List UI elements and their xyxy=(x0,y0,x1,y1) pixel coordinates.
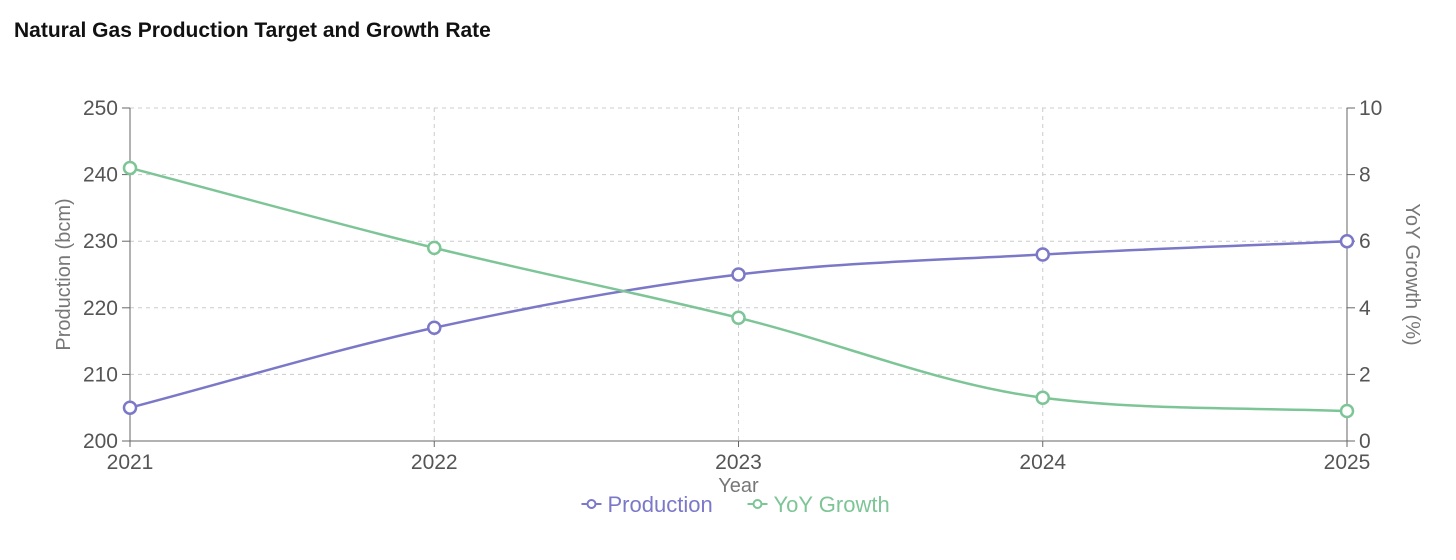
x-axis-title: Year xyxy=(718,475,759,497)
grid-lines xyxy=(130,107,1347,441)
data-point-production[interactable] xyxy=(731,267,746,282)
y-tick-label-right: 2 xyxy=(1359,363,1371,386)
legend: Production YoY Growth xyxy=(581,492,890,517)
y-tick-label-left: 250 xyxy=(83,97,118,120)
y-axis-title-right: YoY Growth (%) xyxy=(1401,203,1423,345)
x-tick-label: 2025 xyxy=(1324,451,1371,474)
data-point-yoy-growth[interactable] xyxy=(122,160,138,176)
y-axis-title-left: Production (bcm) xyxy=(53,198,75,350)
y-tick-label-left: 210 xyxy=(83,363,118,386)
data-point-production[interactable] xyxy=(122,400,138,415)
y-tick-label-right: 0 xyxy=(1359,430,1371,453)
y-tick-label-right: 6 xyxy=(1359,230,1371,253)
data-point-production[interactable] xyxy=(427,320,442,336)
chart-title: Natural Gas Production Target and Growth… xyxy=(14,19,491,42)
y-tick-label-right: 10 xyxy=(1359,97,1382,120)
data-point-production[interactable] xyxy=(1339,233,1355,249)
y-tick-label-right: 8 xyxy=(1359,164,1371,187)
legend-swatch-marker-production xyxy=(586,499,597,509)
legend-label-yoy-growth[interactable]: YoY Growth xyxy=(774,492,890,517)
data-point-production[interactable] xyxy=(1035,247,1050,262)
legend-label-production[interactable]: Production xyxy=(608,492,713,517)
tick-labels: 200 0 210 2 220 4 230 6 240 8 250 10 2021 2022 2023 202… xyxy=(83,97,1382,474)
y-tick-label-right: 4 xyxy=(1359,297,1371,320)
y-tick-label-left: 230 xyxy=(83,230,118,253)
x-tick-label: 2024 xyxy=(1019,451,1066,474)
x-tick-label: 2022 xyxy=(411,451,458,474)
data-points xyxy=(122,160,1355,419)
data-point-yoy-growth[interactable] xyxy=(1339,403,1355,419)
legend-swatch-marker-yoy-growth xyxy=(752,499,763,509)
data-point-yoy-growth[interactable] xyxy=(731,310,746,326)
x-tick-label: 2021 xyxy=(107,451,154,474)
x-tick-label: 2023 xyxy=(715,451,762,474)
data-point-yoy-growth[interactable] xyxy=(1035,390,1050,405)
y-tick-label-left: 240 xyxy=(83,164,118,187)
y-tick-label-left: 200 xyxy=(83,430,118,453)
y-tick-label-left: 220 xyxy=(83,297,118,320)
data-point-yoy-growth[interactable] xyxy=(427,240,442,256)
